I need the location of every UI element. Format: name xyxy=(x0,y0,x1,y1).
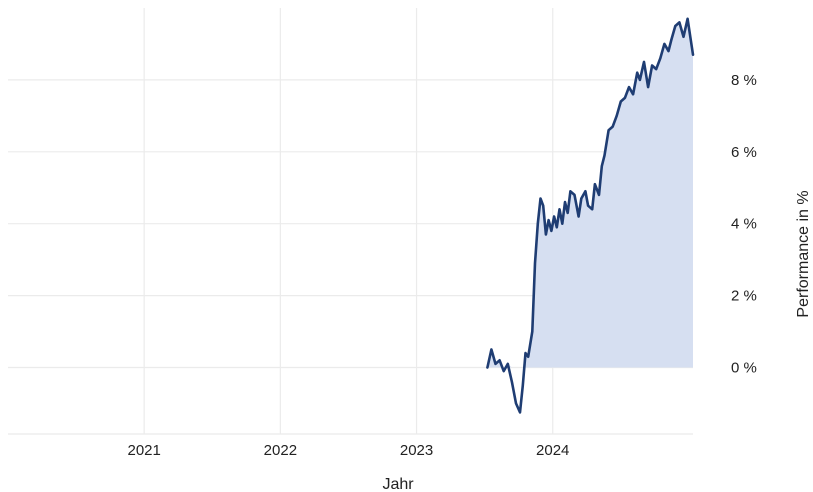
y-tick-label: 8 % xyxy=(731,72,757,89)
y-tick-label: 2 % xyxy=(731,288,757,305)
x-tick-label: 2023 xyxy=(400,442,433,459)
x-axis-title: Jahr xyxy=(382,476,414,492)
x-axis-ticks: 2021 2022 2023 2024 xyxy=(127,442,569,459)
x-tick-label: 2021 xyxy=(127,442,160,459)
y-tick-label: 4 % xyxy=(731,216,757,233)
performance-line xyxy=(486,17,695,414)
x-tick-label: 2022 xyxy=(264,442,297,459)
y-tick-label: 0 % xyxy=(731,359,757,376)
x-tick-label: 2024 xyxy=(536,442,569,459)
y-tick-label: 6 % xyxy=(731,144,757,161)
performance-area xyxy=(487,18,693,368)
y-axis-ticks: 0 % 2 % 4 % 6 % 8 % xyxy=(731,72,757,377)
area-layer xyxy=(487,18,693,368)
line-layer xyxy=(486,17,695,414)
grid xyxy=(8,8,693,435)
y-axis-title: Performance in % xyxy=(795,190,812,317)
